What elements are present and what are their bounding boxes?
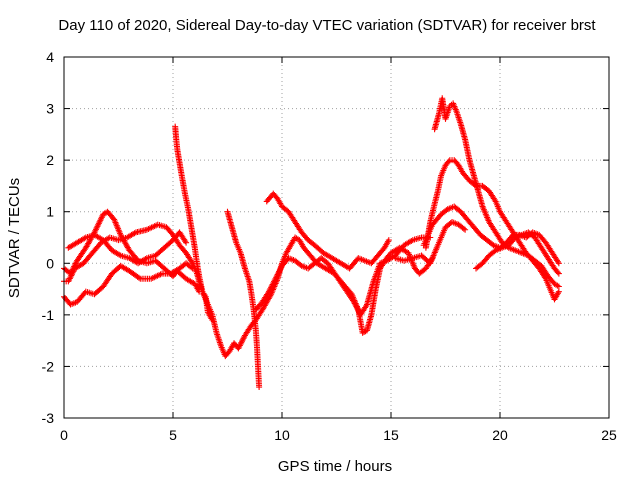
- chart-title: Day 110 of 2020, Sidereal Day-to-day VTE…: [58, 17, 596, 34]
- y-tick-label: 0: [46, 255, 54, 271]
- data-point: [555, 283, 562, 290]
- x-tick-label: 15: [383, 427, 399, 443]
- data-point: [462, 226, 469, 233]
- data-point: [554, 269, 561, 276]
- data-point: [555, 260, 562, 267]
- data-point: [445, 158, 452, 165]
- data-point: [188, 264, 195, 271]
- y-tick-label: 4: [46, 49, 54, 65]
- data-point: [353, 304, 360, 311]
- data-point: [183, 239, 190, 246]
- data-point: [274, 271, 281, 278]
- data-point: [385, 237, 392, 244]
- y-tick-label: -2: [42, 358, 55, 374]
- x-tick-label: 25: [601, 427, 617, 443]
- x-tick-label: 10: [274, 427, 290, 443]
- axes: 0 5 10 15 20 25 -3 -2 -1 0 1 2 3 4: [42, 49, 617, 443]
- data-point: [408, 237, 415, 244]
- y-tick-label: 1: [46, 204, 54, 220]
- x-tick-label: 5: [169, 427, 177, 443]
- data-point: [189, 265, 196, 272]
- y-tick-label: -3: [42, 410, 55, 426]
- data-points: [61, 95, 562, 391]
- data-point: [555, 270, 562, 277]
- x-axis-label: GPS time / hours: [278, 458, 392, 475]
- data-point: [276, 267, 283, 274]
- plot-frame: [63, 56, 610, 419]
- data-point: [351, 300, 358, 307]
- y-tick-label: 2: [46, 152, 54, 168]
- x-tick-label: 0: [60, 427, 68, 443]
- y-axis-label: SDTVAR / TECUs: [6, 178, 23, 298]
- data-point: [460, 225, 467, 232]
- data-point: [555, 288, 562, 295]
- data-point: [256, 384, 263, 391]
- data-point: [265, 288, 272, 295]
- y-tick-label: 3: [46, 101, 54, 117]
- data-point: [271, 278, 278, 285]
- x-tick-label: 20: [492, 427, 508, 443]
- data-point: [135, 274, 142, 281]
- data-point: [268, 284, 275, 291]
- y-tick-label: -1: [42, 307, 55, 323]
